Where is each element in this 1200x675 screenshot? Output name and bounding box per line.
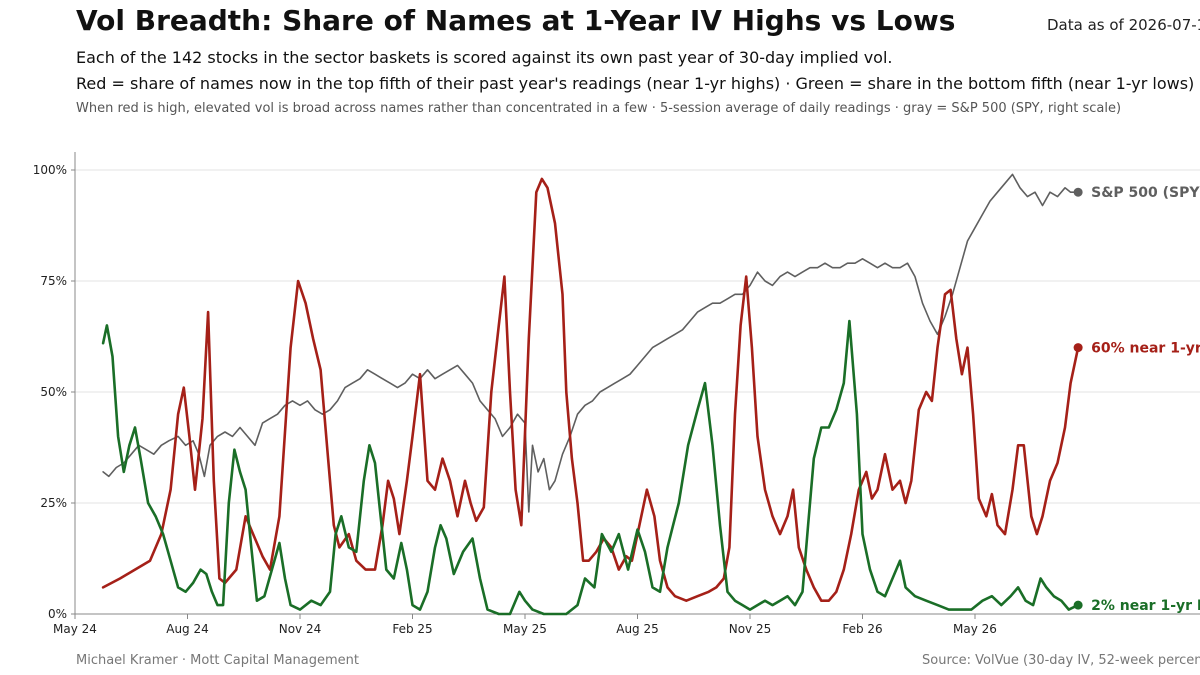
x-tick-label: Nov 25 xyxy=(729,622,772,636)
green-end-marker xyxy=(1073,600,1083,610)
x-tick-label: Aug 24 xyxy=(166,622,209,636)
y-tick-label: 25% xyxy=(40,496,67,510)
red-end-marker xyxy=(1073,343,1083,353)
x-tick-label: Aug 25 xyxy=(616,622,659,636)
green-series-line xyxy=(101,319,1080,616)
x-tick-label: Feb 25 xyxy=(392,622,432,636)
red-series-line xyxy=(101,177,1080,602)
subtitle-line-1: Each of the 142 stocks in the sector bas… xyxy=(76,48,893,67)
y-tick-label: 100% xyxy=(33,163,67,177)
chart-title: Vol Breadth: Share of Names at 1-Year IV… xyxy=(76,4,956,37)
footer-source: Source: VolVue (30-day IV, 52-week perce… xyxy=(922,653,1200,668)
chart-note: When red is high, elevated vol is broad … xyxy=(76,101,1122,116)
gray-end-marker xyxy=(1073,187,1083,197)
y-tick-label: 75% xyxy=(40,274,67,288)
x-tick-label: May 25 xyxy=(503,622,547,636)
footer-author: Michael Kramer · Mott Capital Management xyxy=(76,653,360,668)
y-tick-label: 0% xyxy=(48,607,67,621)
gray-end-label: S&P 500 (SPY) 74 xyxy=(1091,185,1200,201)
subtitle-line-2: Red = share of names now in the top fift… xyxy=(76,74,1195,93)
x-tick-label: Nov 24 xyxy=(279,622,322,636)
x-tick-label: Feb 26 xyxy=(842,622,882,636)
x-tick-label: May 26 xyxy=(953,622,997,636)
green-end-label: 2% near 1-yr IV l xyxy=(1091,598,1200,614)
data-as-of: Data as of 2026-07-1 xyxy=(1047,16,1200,34)
y-tick-label: 50% xyxy=(40,385,67,399)
red-end-label: 60% near 1-yr IV xyxy=(1091,341,1200,357)
gray-series-line xyxy=(102,173,1079,513)
x-tick-label: May 24 xyxy=(53,622,97,636)
